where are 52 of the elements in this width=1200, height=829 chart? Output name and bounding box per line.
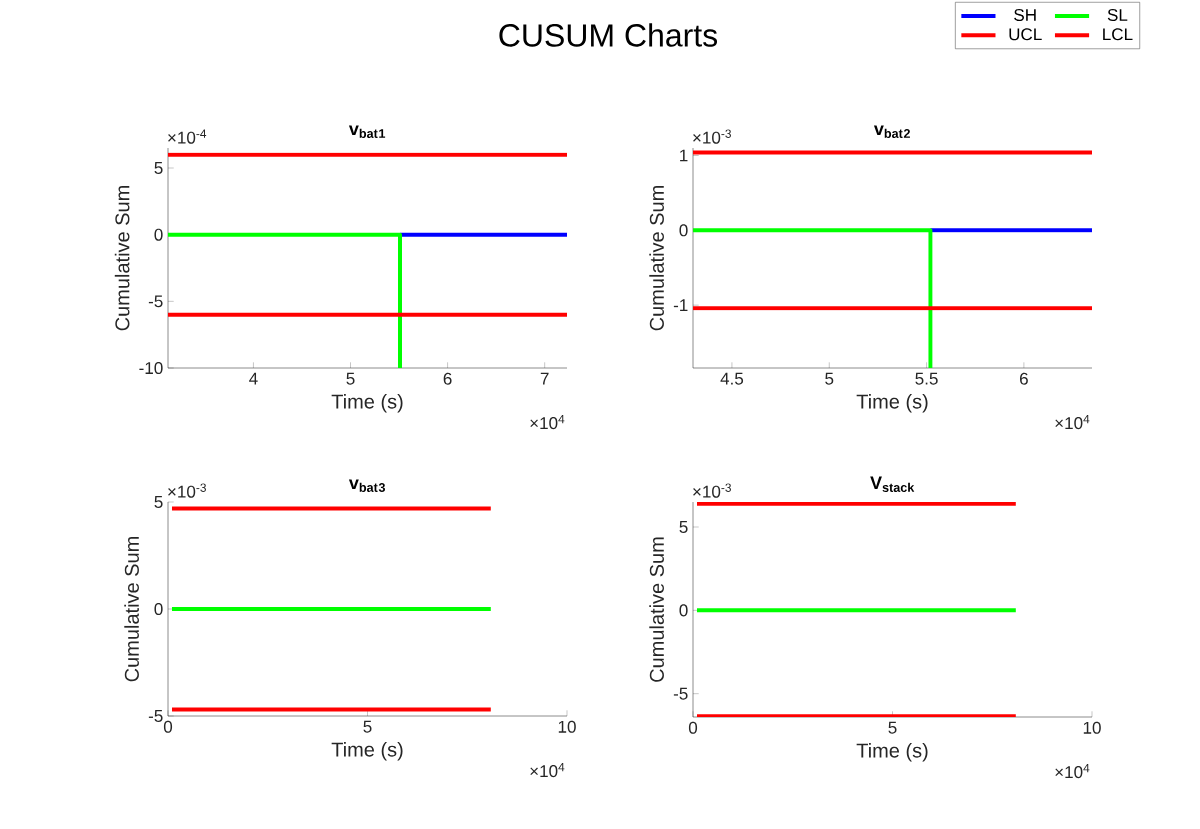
- y-tick-label: 5: [154, 162, 163, 174]
- x-tick-label: 5: [888, 721, 897, 734]
- y-tick-label: 1: [680, 149, 688, 162]
- text: ×10$^{4}$: [530, 762, 565, 778]
- text: ×10$^{-3}$: [168, 483, 206, 498]
- chart-title: v$_{bat3}$: [348, 479, 386, 492]
- y-tick-label: 0: [679, 604, 688, 617]
- y-tick-label: -1: [673, 299, 688, 312]
- x-axis-title: Time (s): [856, 393, 928, 413]
- x-tick-label: 0: [163, 720, 173, 733]
- x-tick-label: 5: [363, 720, 372, 733]
- x-tick-label: 4.5: [720, 372, 744, 385]
- y-axis-title: Cumulative Sum: [124, 537, 139, 682]
- y-tick-label: 0: [154, 602, 163, 616]
- x-tick-label: 5: [825, 372, 834, 385]
- x-axis-title: Time (s): [331, 741, 403, 761]
- y-tick-label: -5: [148, 710, 163, 722]
- y-tick-label: 5: [154, 496, 163, 508]
- x-axis-title: Time (s): [856, 742, 928, 762]
- x-tick-label: 5.5: [915, 372, 938, 385]
- text: ×10$^{-4}$: [168, 129, 207, 144]
- x-tick-label: 7: [540, 372, 549, 385]
- text: ×10$^{4}$: [530, 414, 565, 430]
- chart-title: v$_{bat1}$: [348, 125, 386, 138]
- chart-title: v$_{bat2}$: [873, 125, 910, 138]
- y-tick-label: -5: [148, 295, 163, 308]
- y-tick-label: -10: [139, 361, 163, 375]
- x-tick-label: 0: [688, 721, 698, 734]
- x-tick-label: 4: [249, 372, 258, 385]
- chart-title: V$_{stack}$: [870, 476, 915, 492]
- legend-label: LCL: [1103, 28, 1133, 41]
- text: CUSUM Charts: [499, 23, 718, 47]
- y-axis-title: Cumulative Sum: [649, 537, 664, 682]
- y-axis-title: Cumulative Sum: [114, 186, 130, 331]
- y-tick-label: 5: [679, 521, 688, 533]
- legend-label: SH: [1014, 8, 1036, 22]
- legend-label: UCL: [1009, 28, 1042, 41]
- y-tick-label: 0: [154, 228, 163, 241]
- x-tick-label: 10: [558, 720, 576, 733]
- legend-label: SL: [1107, 8, 1128, 22]
- x-axis-title: Time (s): [331, 393, 403, 413]
- x-tick-label: 6: [1020, 372, 1028, 385]
- text: ×10$^{-3}$: [693, 129, 731, 144]
- x-tick-label: 6: [443, 372, 452, 385]
- x-tick-label: 10: [1083, 721, 1101, 734]
- text: ×10$^{4}$: [1055, 414, 1090, 430]
- text: ×10$^{-3}$: [693, 483, 731, 498]
- y-axis-title: Cumulative Sum: [649, 186, 664, 331]
- text: ×10$^{4}$: [1055, 763, 1090, 779]
- y-tick-label: -5: [673, 687, 688, 700]
- y-tick-label: 0: [679, 224, 688, 237]
- x-tick-label: 5: [346, 372, 355, 385]
